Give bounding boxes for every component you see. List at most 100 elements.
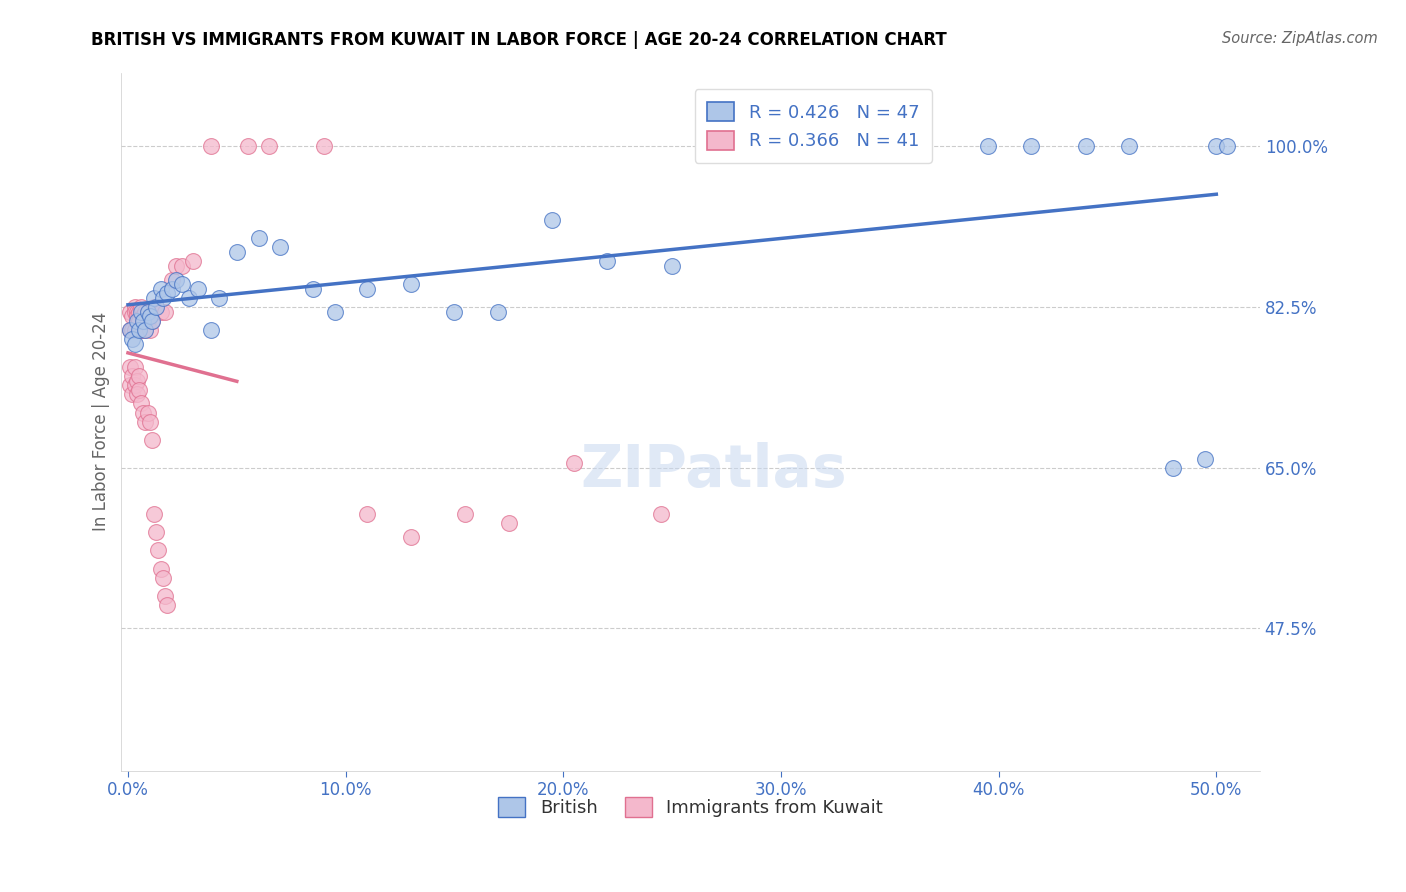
Point — [236, 139, 259, 153]
Point — [124, 378, 146, 392]
Point — [132, 310, 155, 324]
Point — [200, 323, 222, 337]
Point — [1194, 451, 1216, 466]
Point — [141, 314, 163, 328]
Point — [443, 304, 465, 318]
Point — [141, 314, 163, 328]
Point — [356, 282, 378, 296]
Point — [1021, 139, 1043, 153]
Point — [172, 277, 194, 292]
Point — [323, 304, 346, 318]
Point — [1216, 139, 1239, 153]
Point — [145, 300, 167, 314]
Point — [134, 323, 156, 337]
Point — [132, 314, 155, 328]
Point — [1118, 139, 1140, 153]
Point — [141, 433, 163, 447]
Point — [121, 332, 143, 346]
Point — [128, 304, 150, 318]
Point — [399, 530, 422, 544]
Point — [156, 286, 179, 301]
Point — [900, 139, 922, 153]
Point — [225, 245, 247, 260]
Point — [129, 300, 152, 314]
Point — [498, 516, 520, 530]
Point — [596, 254, 619, 268]
Point — [121, 368, 143, 383]
Point — [541, 212, 564, 227]
Point — [120, 304, 142, 318]
Point — [149, 562, 172, 576]
Point — [121, 387, 143, 401]
Point — [187, 282, 209, 296]
Point — [177, 291, 200, 305]
Point — [124, 336, 146, 351]
Point — [835, 139, 858, 153]
Point — [153, 589, 176, 603]
Point — [208, 291, 231, 305]
Point — [134, 304, 156, 318]
Point — [132, 314, 155, 328]
Point — [121, 323, 143, 337]
Point — [1205, 139, 1227, 153]
Point — [356, 507, 378, 521]
Point — [181, 254, 204, 268]
Point — [120, 323, 142, 337]
Point — [152, 571, 174, 585]
Point — [125, 387, 148, 401]
Point — [160, 272, 183, 286]
Point — [138, 415, 160, 429]
Point — [145, 300, 167, 314]
Point — [121, 310, 143, 324]
Point — [124, 359, 146, 374]
Point — [138, 310, 160, 324]
Point — [153, 304, 176, 318]
Point — [120, 378, 142, 392]
Point — [1161, 460, 1184, 475]
Text: BRITISH VS IMMIGRANTS FROM KUWAIT IN LABOR FORCE | AGE 20-24 CORRELATION CHART: BRITISH VS IMMIGRANTS FROM KUWAIT IN LAB… — [91, 31, 948, 49]
Point — [650, 507, 672, 521]
Point — [302, 282, 325, 296]
Point — [132, 323, 155, 337]
Point — [129, 323, 152, 337]
Point — [129, 396, 152, 410]
Point — [259, 139, 281, 153]
Text: Source: ZipAtlas.com: Source: ZipAtlas.com — [1222, 31, 1378, 46]
Point — [977, 139, 1000, 153]
Point — [124, 304, 146, 318]
Point — [138, 323, 160, 337]
Point — [562, 456, 585, 470]
Point — [136, 304, 159, 318]
Point — [149, 282, 172, 296]
Point — [454, 507, 477, 521]
Point — [780, 139, 803, 153]
Point — [143, 507, 166, 521]
Point — [156, 599, 179, 613]
Point — [132, 406, 155, 420]
Point — [120, 359, 142, 374]
Point — [145, 524, 167, 539]
Point — [737, 139, 759, 153]
Point — [200, 139, 222, 153]
Point — [125, 310, 148, 324]
Point — [149, 304, 172, 318]
Point — [247, 231, 270, 245]
Point — [128, 368, 150, 383]
Point — [152, 291, 174, 305]
Point — [1074, 139, 1097, 153]
Legend: British, Immigrants from Kuwait: British, Immigrants from Kuwait — [491, 790, 890, 824]
Point — [172, 259, 194, 273]
Point — [129, 304, 152, 318]
Point — [120, 323, 142, 337]
Point — [125, 304, 148, 318]
Point — [124, 323, 146, 337]
Point — [125, 374, 148, 388]
Point — [399, 277, 422, 292]
Point — [136, 314, 159, 328]
Point — [160, 282, 183, 296]
Y-axis label: In Labor Force | Age 20-24: In Labor Force | Age 20-24 — [93, 312, 110, 532]
Point — [312, 139, 335, 153]
Point — [128, 383, 150, 397]
Point — [486, 304, 509, 318]
Point — [269, 240, 291, 254]
